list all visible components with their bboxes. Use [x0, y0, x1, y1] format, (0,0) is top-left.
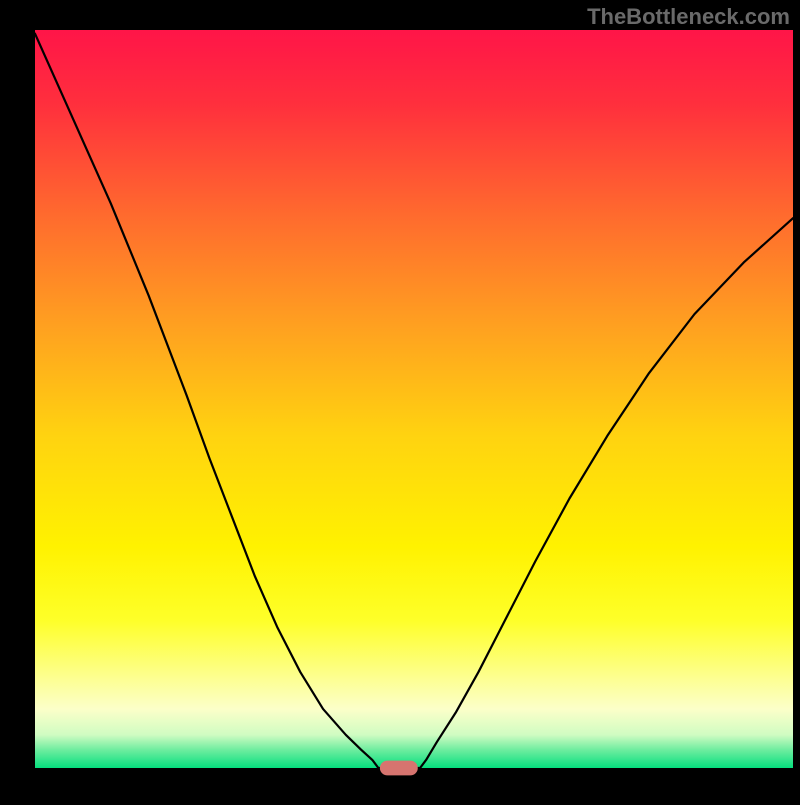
- watermark-text: TheBottleneck.com: [587, 4, 790, 30]
- chart-svg: [0, 0, 800, 800]
- bottleneck-chart: TheBottleneck.com: [0, 0, 800, 800]
